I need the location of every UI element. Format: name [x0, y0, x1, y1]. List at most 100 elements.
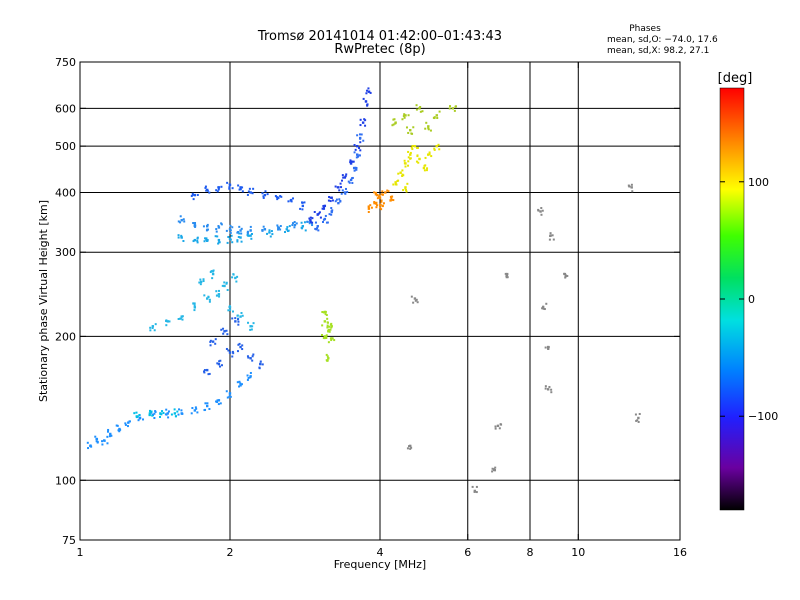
data-point-echo: [543, 308, 546, 311]
data-point: [381, 204, 384, 208]
data-point-echo: [392, 183, 395, 186]
data-point-echo: [167, 410, 170, 413]
data-point-echo: [217, 242, 220, 245]
data-point-echo: [203, 370, 206, 373]
legend-line2: mean, sd,X: 98.2, 27.1: [607, 46, 709, 56]
data-point-echo: [237, 323, 240, 326]
data-point-echo: [153, 329, 156, 332]
data-point-echo: [308, 222, 311, 225]
data-point-echo: [551, 234, 554, 237]
data-point-echo: [492, 468, 495, 471]
data-point-echo: [101, 440, 104, 443]
data-point: [330, 196, 333, 199]
data-point-echo: [392, 199, 395, 202]
data-point-echo: [241, 314, 244, 317]
colorbar-tick-label: −100: [748, 410, 778, 423]
data-point-echo: [353, 151, 356, 154]
data-point-echo: [291, 224, 294, 227]
data-point-echo: [280, 195, 283, 198]
data-point-echo: [264, 190, 267, 193]
data-point-echo: [403, 162, 406, 165]
series-F-rise: [308, 87, 372, 224]
data-point-echo: [206, 223, 209, 226]
data-point-echo: [552, 238, 555, 241]
data-point-echo: [411, 148, 414, 151]
data-point-echo: [249, 229, 252, 232]
data-point-echo: [425, 121, 428, 124]
data-point: [327, 357, 330, 360]
data-point-echo: [179, 221, 182, 224]
data-point: [148, 413, 151, 417]
data-point-echo: [427, 153, 430, 156]
data-point-echo: [290, 200, 293, 203]
data-point-echo: [351, 160, 354, 163]
data-point-echo: [109, 434, 112, 437]
data-point-echo: [199, 278, 202, 281]
data-point-echo: [303, 221, 306, 224]
data-point: [355, 144, 359, 148]
data-point: [249, 375, 252, 378]
data-point-echo: [274, 195, 277, 198]
data-point-echo: [173, 408, 176, 411]
data-point-echo: [321, 207, 324, 210]
data-point-echo: [228, 183, 231, 186]
data-point-echo: [327, 341, 330, 344]
data-point-echo: [246, 355, 249, 358]
data-point-echo: [344, 187, 347, 190]
data-point: [277, 196, 280, 199]
data-point: [217, 293, 221, 296]
data-point-echo: [346, 190, 349, 193]
data-point-echo: [159, 415, 162, 418]
data-point-echo: [354, 148, 357, 151]
data-point-echo: [196, 411, 199, 414]
data-point-echo: [212, 269, 215, 272]
data-point-echo: [251, 359, 254, 362]
data-point-echo: [342, 176, 345, 179]
data-point-echo: [367, 210, 370, 213]
data-point-echo: [378, 194, 381, 197]
data-point-echo: [407, 160, 410, 163]
data-point-echo: [192, 198, 195, 201]
data-point-echo: [359, 124, 362, 127]
data-point-echo: [142, 418, 145, 421]
data-point-echo: [180, 234, 183, 237]
data-point: [505, 272, 509, 276]
data-point-echo: [202, 278, 205, 281]
data-point-echo: [229, 395, 232, 398]
data-point-echo: [318, 211, 321, 214]
data-point-echo: [637, 420, 640, 423]
data-point-echo: [247, 321, 250, 324]
data-point-echo: [203, 409, 206, 412]
data-point-echo: [327, 199, 330, 202]
data-point-echo: [225, 329, 228, 332]
x-tick-label: 10: [571, 546, 585, 559]
data-point: [349, 178, 353, 182]
x-axis-label: Frequency [MHz]: [334, 558, 426, 571]
data-point-echo: [118, 430, 121, 433]
data-point-echo: [376, 197, 379, 200]
data-point: [211, 340, 215, 343]
data-point-echo: [240, 232, 243, 235]
data-point-echo: [416, 154, 419, 157]
data-point-echo: [262, 196, 265, 199]
data-point-echo: [116, 424, 119, 427]
y-tick-label: 300: [55, 246, 76, 259]
data-point-echo: [148, 412, 151, 415]
data-point-echo: [329, 328, 332, 331]
data-point: [309, 219, 312, 222]
data-point-echo: [634, 413, 637, 416]
data-point-echo: [429, 129, 432, 132]
data-point-echo: [427, 127, 430, 130]
data-point-echo: [191, 193, 194, 196]
data-point-echo: [392, 123, 395, 126]
data-point-echo: [340, 186, 343, 189]
data-point-echo: [259, 362, 262, 365]
data-point-echo: [236, 239, 239, 242]
data-point-echo: [334, 200, 337, 203]
data-point-echo: [537, 208, 540, 211]
data-point-echo: [401, 118, 404, 121]
data-point-echo: [135, 411, 138, 414]
data-point-echo: [204, 185, 207, 188]
data-point: [337, 201, 340, 205]
data-point-echo: [153, 412, 156, 415]
